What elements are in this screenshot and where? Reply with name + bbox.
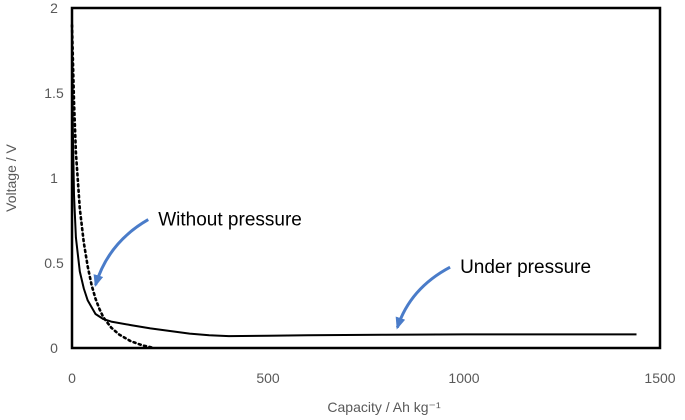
x-tick-label: 0 <box>68 370 76 386</box>
y-tick-label: 1 <box>50 170 58 186</box>
series-line-without-pressure <box>70 23 156 350</box>
annotation-arrow <box>395 265 451 330</box>
y-tick-label: 2 <box>50 0 58 16</box>
series-line-under-pressure <box>71 28 637 338</box>
x-axis-label: Capacity / Ah kg⁻¹ <box>327 399 441 415</box>
y-tick-label: 0 <box>50 340 58 356</box>
annotation-label: Under pressure <box>460 257 591 278</box>
annotation-arrow <box>93 218 149 288</box>
annotation-label: Without pressure <box>158 210 302 231</box>
y-tick-label: 0.5 <box>44 255 64 271</box>
plot-frame <box>70 6 662 350</box>
y-tick-label: 1.5 <box>44 85 64 101</box>
y-axis-label: Voltage / V <box>3 143 19 211</box>
x-tick-label: 1000 <box>448 370 479 386</box>
x-tick-label: 1500 <box>644 370 675 386</box>
x-tick-label: 500 <box>256 370 280 386</box>
